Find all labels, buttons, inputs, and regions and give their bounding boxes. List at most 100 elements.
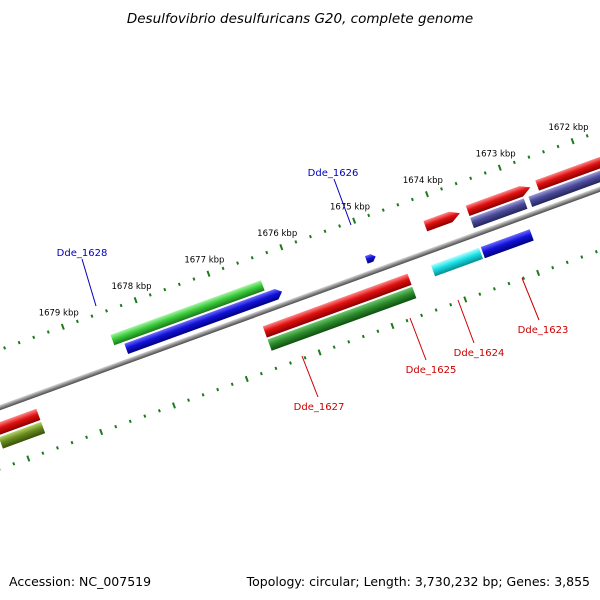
- gene-label-dde-1627[interactable]: Dde_1627: [294, 402, 345, 413]
- minor-tick: [157, 409, 161, 413]
- minor-tick: [483, 171, 487, 175]
- minor-tick: [70, 440, 74, 445]
- page-title: Desulfovibrio desulfuricans G20, complet…: [127, 11, 473, 27]
- tick-label: 1677 kbp: [184, 255, 224, 265]
- gene-arrow-dde-1628-outer[interactable]: [110, 280, 265, 346]
- tick-label-text: 1677 kbp: [184, 255, 224, 265]
- leader-dde-1624: [457, 299, 475, 344]
- minor-tick: [405, 318, 409, 323]
- minor-tick: [114, 424, 118, 429]
- major-tick: [26, 455, 31, 462]
- accession-text: Accession: NC_007519: [9, 574, 151, 589]
- gene-label-dde-1625[interactable]: Dde_1625: [406, 365, 457, 376]
- minor-tick: [119, 303, 123, 308]
- minor-tick: [250, 256, 254, 260]
- minor-tick: [32, 335, 36, 340]
- minor-tick: [294, 240, 298, 244]
- gene-arrow-dde-1624-upper[interactable]: [465, 183, 533, 216]
- leader-dde-1623: [521, 277, 540, 321]
- genome-backbone: [0, 152, 600, 445]
- gene-arrow-dde-1625-upper[interactable]: [423, 208, 462, 232]
- gene-label-dde-1624[interactable]: Dde_1624: [454, 348, 505, 359]
- leader-dde-1628: [81, 258, 97, 307]
- gene-arrow-dde-1623-upper[interactable]: [535, 154, 600, 191]
- scale-tick-labels: 1679 kbp 1678 kbp 1677 kbp 1676 kbp 1675 kbp…: [39, 123, 589, 319]
- leader-dde-1626: [333, 178, 352, 226]
- minor-tick: [90, 314, 94, 318]
- gene-arrow-dde-1625-inner[interactable]: [480, 229, 534, 259]
- gene-label-dde-1628[interactable]: Dde_1628: [57, 248, 108, 259]
- minor-tick: [361, 334, 365, 339]
- minor-tick: [41, 451, 45, 455]
- gene-arrow-dde-1625[interactable]: [430, 247, 483, 277]
- tick-label: 1675 kbp: [330, 202, 370, 212]
- major-tick: [244, 375, 249, 383]
- major-tick: [99, 428, 104, 436]
- gene-arrow-dde-1623-lower[interactable]: [528, 165, 600, 207]
- minor-tick: [565, 260, 569, 265]
- tick-label-text: 1672 kbp: [548, 123, 588, 133]
- tick-label-text: 1673 kbp: [476, 149, 516, 159]
- gene-arrow-left-red[interactable]: [0, 408, 41, 436]
- minor-tick: [143, 414, 147, 418]
- major-tick: [317, 349, 322, 356]
- gene-arrow-dde-1624-lower[interactable]: [470, 198, 528, 229]
- minor-tick: [17, 340, 21, 345]
- gene-labels: Dde_1628 Dde_1626 Dde_1627 Dde_1625 Dde_…: [57, 168, 569, 413]
- gene-arrow-dde-1627[interactable]: [262, 273, 412, 338]
- minor-tick: [85, 435, 89, 440]
- minor-tick: [454, 181, 458, 186]
- minor-tick: [507, 281, 511, 286]
- minor-tick: [347, 340, 351, 344]
- minor-tick: [46, 330, 50, 334]
- tick-label-text: 1674 kbp: [403, 176, 443, 186]
- minor-tick: [381, 208, 385, 212]
- gene-arrow-dde-1626[interactable]: [364, 253, 377, 264]
- minor-tick: [396, 203, 400, 207]
- minor-tick: [148, 293, 152, 297]
- minor-tick: [192, 277, 196, 281]
- minor-tick: [332, 345, 336, 349]
- tick-label: 1672 kbp: [548, 123, 588, 133]
- minor-tick: [440, 187, 443, 191]
- genome-summary-text: Topology: circular; Length: 3,730,232 bp…: [246, 574, 590, 589]
- major-tick: [133, 297, 138, 304]
- gene-arrow-dde-1628[interactable]: [124, 287, 284, 355]
- gene-label-dde-1626[interactable]: Dde_1626: [308, 168, 359, 179]
- tick-label: 1673 kbp: [476, 149, 516, 159]
- minor-tick: [259, 371, 263, 376]
- minor-tick: [594, 249, 598, 254]
- gene-label-dde-1623[interactable]: Dde_1623: [518, 325, 569, 336]
- minor-tick: [236, 261, 240, 265]
- gene-arrow-dde-1627-inner[interactable]: [267, 286, 417, 351]
- minor-tick: [308, 234, 312, 239]
- minor-tick: [478, 292, 482, 296]
- minor-tick: [434, 308, 438, 312]
- minor-tick: [469, 176, 473, 181]
- minor-tick: [289, 361, 292, 365]
- major-tick: [279, 244, 284, 251]
- minor-tick: [75, 319, 79, 324]
- minor-tick: [585, 134, 589, 138]
- major-tick: [497, 164, 502, 171]
- minor-tick: [163, 287, 167, 292]
- tick-label: 1678 kbp: [112, 282, 152, 292]
- tick-label: 1674 kbp: [403, 176, 443, 186]
- minor-tick: [105, 309, 108, 313]
- minor-tick: [410, 197, 414, 202]
- minor-tick: [512, 160, 516, 165]
- minor-tick: [3, 346, 7, 350]
- major-tick: [536, 269, 541, 277]
- major-tick: [206, 270, 211, 277]
- minor-tick: [230, 382, 234, 387]
- minor-tick: [12, 462, 16, 466]
- minor-tick: [556, 144, 560, 149]
- gene-arrow-left-olive[interactable]: [0, 421, 46, 449]
- minor-tick: [542, 150, 545, 154]
- minor-tick: [551, 265, 555, 270]
- major-tick: [60, 323, 65, 330]
- minor-tick: [376, 329, 380, 333]
- major-tick: [172, 402, 176, 409]
- minor-tick: [177, 282, 181, 287]
